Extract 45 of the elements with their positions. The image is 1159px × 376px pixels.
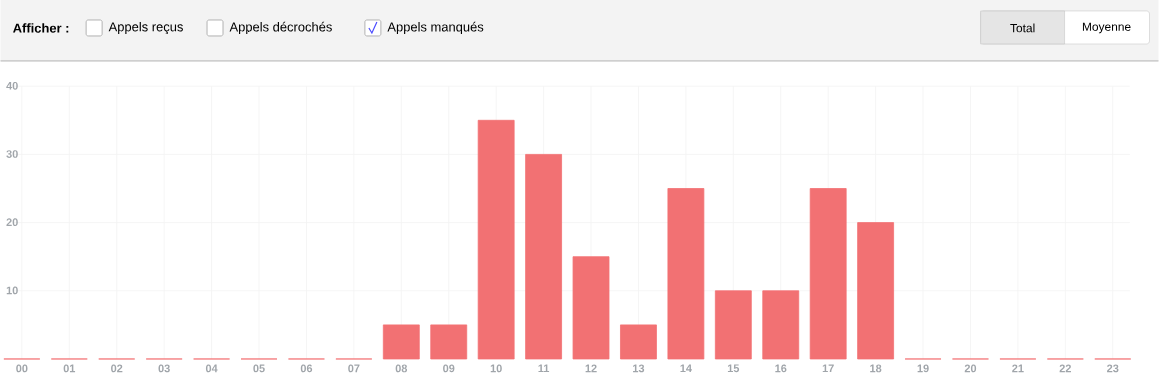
x-tick-label: 04 (205, 364, 218, 373)
x-tick-label: 02 (111, 364, 123, 373)
text: Total (1010, 23, 1035, 33)
text: Appels reçus (108, 22, 183, 35)
bar (477, 120, 515, 360)
y-tick-label: 10 (6, 286, 18, 295)
x-tick-label: 18 (870, 364, 882, 373)
text: Appels manqués (387, 22, 484, 35)
x-tick-label: 01 (63, 364, 76, 373)
text: Moyenne (1082, 22, 1131, 34)
bar (620, 324, 657, 360)
bar (762, 290, 800, 360)
x-tick-label: 15 (727, 364, 740, 373)
x-tick-label: 13 (633, 364, 645, 373)
x-tick-label: 05 (253, 364, 265, 373)
bar (667, 188, 705, 360)
bar (572, 256, 610, 360)
bar (857, 222, 894, 360)
y-tick-label: 30 (6, 150, 18, 159)
x-tick-label: 10 (490, 364, 502, 373)
x-tick-label: 19 (917, 364, 929, 373)
text: Afficher : (13, 23, 69, 33)
x-tick-label: 00 (16, 364, 28, 373)
bar (430, 324, 468, 360)
bar (714, 290, 752, 360)
x-tick-label: 20 (964, 364, 977, 373)
x-tick-label: 09 (443, 364, 455, 373)
x-tick-label: 22 (1059, 364, 1071, 373)
x-tick-label: 16 (775, 364, 787, 373)
x-tick-label: 17 (822, 364, 834, 373)
x-tick-label: 23 (1107, 364, 1119, 373)
x-tick-label: 21 (1012, 364, 1024, 373)
x-tick-label: 14 (680, 364, 692, 373)
y-tick-label: 40 (6, 82, 18, 90)
bar (382, 324, 420, 360)
x-tick-label: 06 (300, 364, 313, 373)
x-tick-label: 03 (158, 364, 170, 373)
bar (809, 188, 847, 360)
x-tick-label: 08 (395, 364, 408, 373)
x-tick-label: 11 (538, 364, 550, 373)
y-tick-label: 20 (6, 218, 18, 227)
text: Appels décrochés (229, 22, 332, 35)
bar (525, 154, 562, 360)
x-tick-label: 07 (348, 364, 360, 373)
x-tick-label: 12 (585, 364, 597, 373)
